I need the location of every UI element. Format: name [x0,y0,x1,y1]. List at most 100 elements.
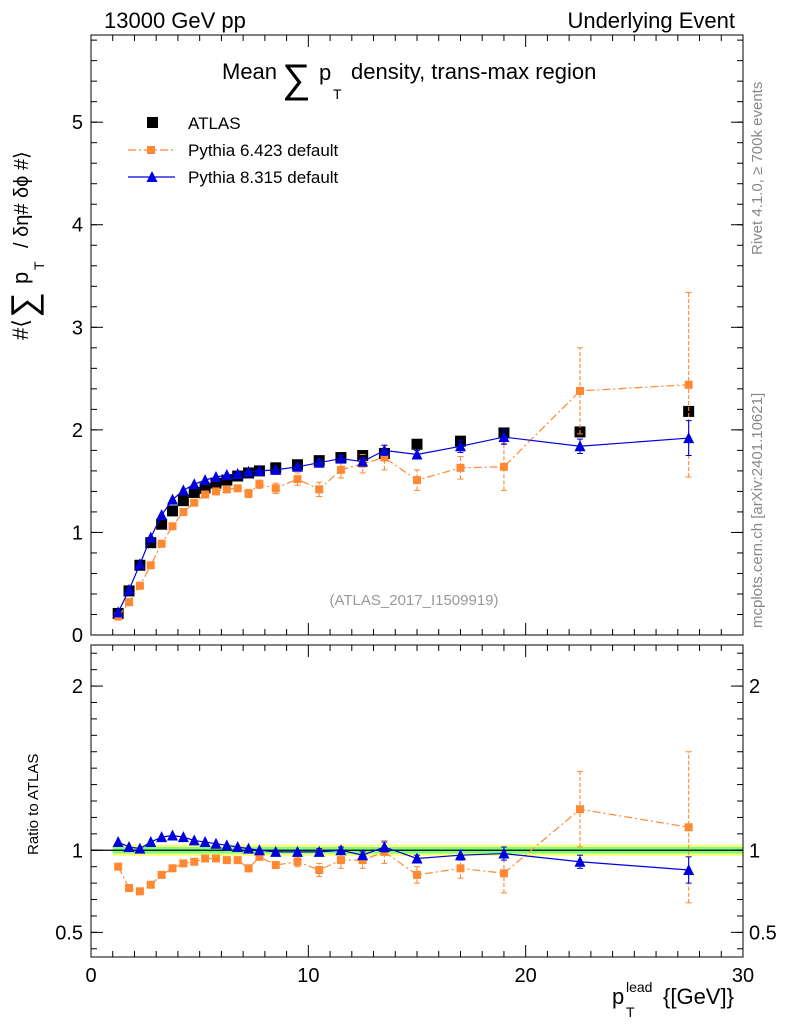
xtick-label: 10 [297,965,319,987]
xlabel-unit: {[GeV]} [663,984,734,1009]
pythia6-point [190,498,199,507]
pythia6-point [315,485,324,494]
pythia6-point [413,476,421,485]
title-t: T [333,86,342,102]
ratio-ylabel: Ratio to ATLAS [25,754,42,855]
main-axes: 0 1 2 3 4 5 [72,34,744,647]
xtick-label: 20 [515,965,537,987]
pythia6-point [255,480,264,489]
ratio-pythia6-point [413,870,421,879]
ylabel-hash: #⟨ [8,319,33,340]
pythia8-point [210,471,222,483]
legend-marker-atlas [147,117,158,128]
ratio-pythia6-point [315,865,324,874]
pythia6-point [157,539,166,548]
pythia8-point [498,431,510,443]
pythia6-point [336,465,345,474]
pythia6-point [211,487,220,496]
ratio-pythia8-point [253,844,265,856]
ylabel-t: T [31,261,47,270]
ratio-pythia8-point [454,849,466,861]
pythia6-point [380,453,389,462]
ratio-ytick-label-right: 1 [749,840,760,862]
ratio-pythia8-point [221,839,233,851]
ratio-pythia6-point [255,852,264,861]
ratio-pythia6-point [499,869,508,878]
xlabel: p lead T {[GeV]} [612,979,734,1020]
ratio-band [91,844,743,857]
atlas-point [411,438,423,450]
pythia6-point [125,598,134,607]
ylabel-sum: ∑ [3,292,44,318]
ratio-pythia6-point [168,864,177,873]
ratio-pythia8-point [357,849,369,861]
pythia8-point [270,463,282,475]
legend-marker-pythia8 [146,171,158,182]
atlas-point [177,495,189,507]
ratio-pythia8-point [683,863,695,875]
ratio-ytick-label-right: 2 [749,676,760,698]
ratio-pythia6-point [222,856,231,865]
ratio-frame [90,644,744,958]
atlas-point [156,518,168,530]
legend-label-pythia8: Pythia 8.315 default [188,168,339,187]
ratio-pythia6-point [201,854,210,863]
xlabel-lead: lead [626,979,652,995]
ratio-ytick-label: 2 [72,676,83,698]
pythia8-point [188,478,200,490]
main-ytick-label: 4 [72,215,83,237]
pythia8-point [232,467,244,479]
pythia6-point [271,484,280,493]
ratio-pythia6-point [456,864,465,873]
pythia8-point [112,606,124,618]
main-ylabel: #⟨ ∑ p T / δη# δϕ #⟩ [3,151,47,340]
pythia6-point [684,380,693,389]
pythia8-point [253,464,265,476]
atlas-point [188,486,200,498]
atlas-point [221,474,233,486]
ratio-pythia6-point [336,856,345,865]
ratio-pythia8-point [177,831,189,843]
ratio-pythia8-point [210,837,222,849]
header-left: 13000 GeV pp [104,8,246,33]
legend-marker-pythia6 [147,146,155,154]
pythia8-point [683,432,695,444]
ratio-pythia8-point [291,845,303,857]
watermark: (ATLAS_2017_I1509919) [329,592,498,609]
pythia6-point [146,561,155,570]
pythia8-point [199,474,211,486]
ratio-ytick-label: 1 [72,840,83,862]
pythia8-point [378,444,390,456]
rivet-label: Rivet 4.1.0, ≥ 700k events [749,82,766,255]
main-ytick-label: 0 [72,625,83,647]
ratio-pythia6-point [114,862,123,871]
ylabel-p: p [8,272,33,284]
ratio-pythia6-point [293,857,302,866]
main-ytick-label: 5 [72,112,83,134]
ratio-pythia6-point [233,856,242,865]
ratio-pythia8-point [378,840,390,852]
ratio-pythia8-point [156,831,168,843]
main-marks [112,291,695,621]
pythia8-point [167,493,178,505]
pythia6-point [499,462,508,471]
ratio-pythia6-point [146,880,155,889]
ratio-pythia8-point [232,840,244,852]
pythia8-point [134,558,146,570]
ratio-pythia6-point [157,870,166,879]
ratio-pythia8-point [188,834,200,846]
pythia8-point [454,440,466,452]
atlas-point [210,477,222,489]
main-ytick-label: 3 [72,317,83,339]
ratio-pythia8-point [313,845,325,857]
pythia8-point [243,465,255,477]
pythia8-point [177,484,189,496]
ratio-pythia8-point [123,840,135,852]
ratio-pythia8-point [167,829,178,841]
pythia6-point [293,475,302,484]
ratio-ytick-label-right: 0.5 [749,922,777,944]
atlas-point [683,405,695,417]
pythia6-point [201,490,210,499]
xlabel-t: T [626,1004,635,1020]
